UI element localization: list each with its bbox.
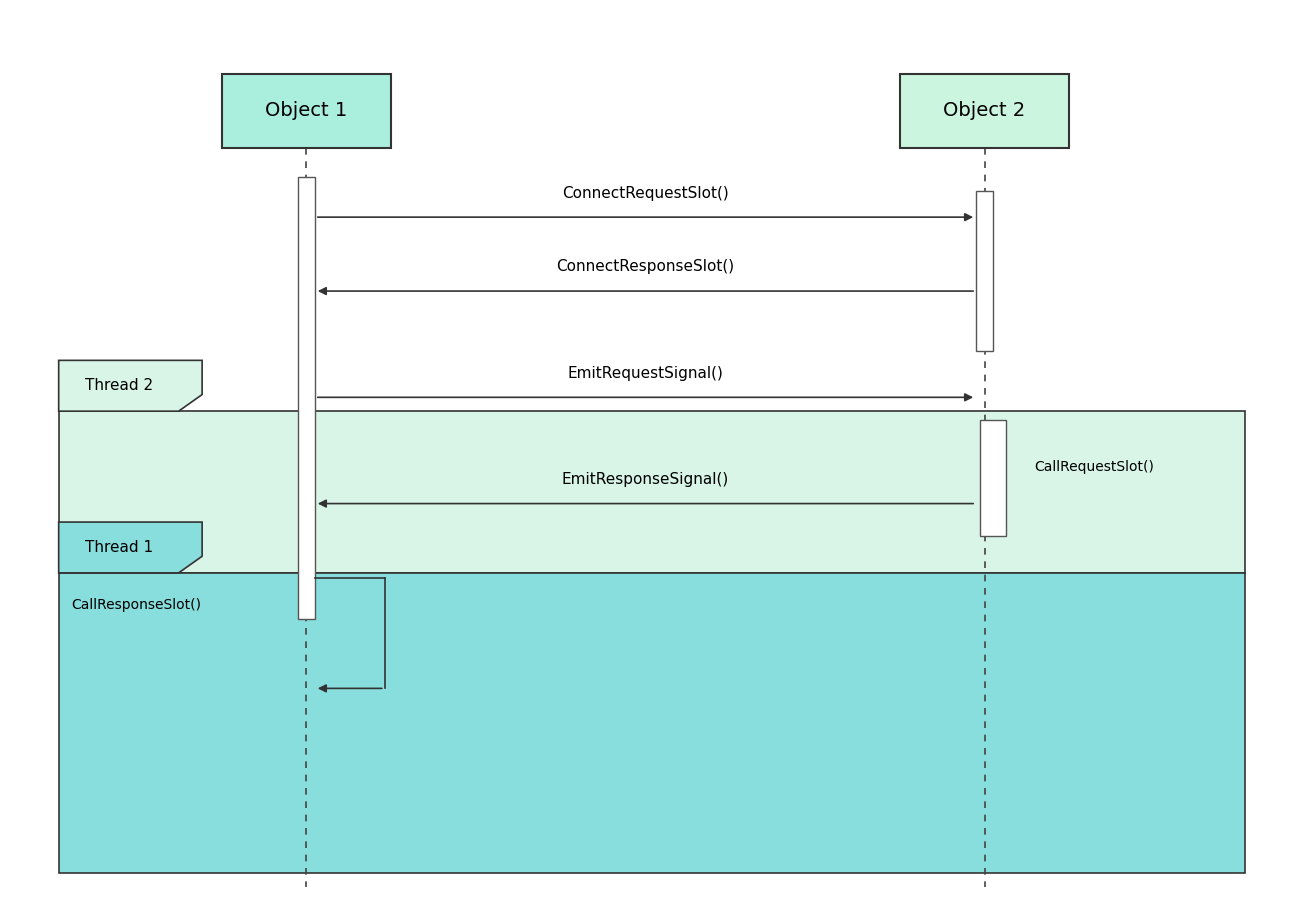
Text: Thread 1: Thread 1 xyxy=(85,540,153,555)
Polygon shape xyxy=(59,522,202,573)
Polygon shape xyxy=(59,360,202,411)
Bar xyxy=(297,177,316,619)
Bar xyxy=(222,74,391,148)
Bar xyxy=(59,411,1245,573)
Text: EmitResponseSignal(): EmitResponseSignal() xyxy=(562,472,729,487)
Text: Object 1: Object 1 xyxy=(265,102,348,120)
Bar xyxy=(900,74,1069,148)
Text: Thread 2: Thread 2 xyxy=(85,378,153,394)
Text: ConnectResponseSlot(): ConnectResponseSlot() xyxy=(557,260,734,274)
Text: ConnectRequestSlot(): ConnectRequestSlot() xyxy=(562,186,729,201)
Bar xyxy=(59,573,1245,873)
Text: CallRequestSlot(): CallRequestSlot() xyxy=(1034,459,1154,474)
Text: CallResponseSlot(): CallResponseSlot() xyxy=(72,598,202,613)
Bar xyxy=(981,420,1005,536)
Text: EmitRequestSignal(): EmitRequestSignal() xyxy=(567,366,724,381)
Text: Object 2: Object 2 xyxy=(943,102,1026,120)
Bar xyxy=(975,191,994,351)
